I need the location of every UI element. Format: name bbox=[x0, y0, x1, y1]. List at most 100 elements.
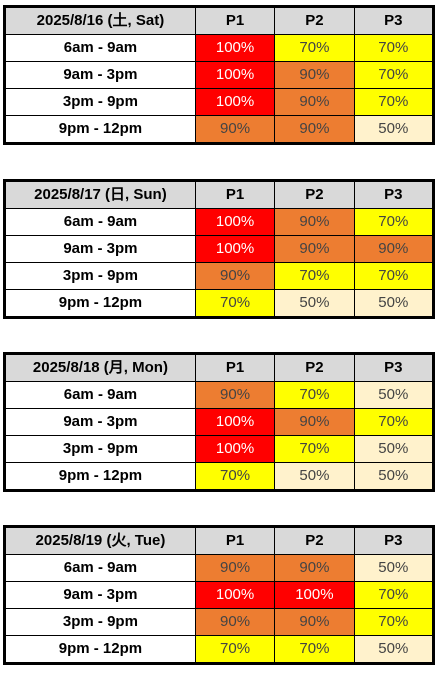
date-header: 2025/8/18 (月, Mon) bbox=[4, 353, 196, 382]
table-row: 6am - 9am 100% 90% 70% bbox=[4, 208, 435, 236]
column-header-p1: P1 bbox=[194, 353, 276, 382]
load-cell: 50% bbox=[353, 462, 435, 491]
table-row: 3pm - 9pm 100% 70% 50% bbox=[4, 435, 435, 463]
load-cell: 50% bbox=[353, 381, 435, 409]
date-header: 2025/8/19 (火, Tue) bbox=[4, 526, 196, 555]
load-cell: 90% bbox=[274, 88, 355, 116]
load-cell: 90% bbox=[194, 381, 276, 409]
header-row: 2025/8/16 (土, Sat) P1 P2 P3 bbox=[4, 6, 435, 35]
load-cell: 70% bbox=[194, 289, 276, 318]
day-table: 2025/8/17 (日, Sun) P1 P2 P3 6am - 9am 10… bbox=[3, 179, 435, 319]
load-cell: 90% bbox=[274, 208, 355, 236]
load-cell: 90% bbox=[274, 61, 355, 89]
column-header-p2: P2 bbox=[274, 180, 355, 209]
table-row: 6am - 9am 90% 70% 50% bbox=[4, 381, 435, 409]
day-table: 2025/8/16 (土, Sat) P1 P2 P3 6am - 9am 10… bbox=[3, 5, 435, 145]
column-header-p2: P2 bbox=[274, 526, 355, 555]
load-cell: 70% bbox=[353, 581, 435, 609]
time-slot: 6am - 9am bbox=[4, 381, 196, 409]
table-row: 9am - 3pm 100% 90% 90% bbox=[4, 235, 435, 263]
load-cell: 90% bbox=[274, 235, 355, 263]
time-slot: 3pm - 9pm bbox=[4, 88, 196, 116]
load-cell: 50% bbox=[353, 635, 435, 664]
load-cell: 90% bbox=[194, 262, 276, 290]
load-cell: 90% bbox=[274, 115, 355, 144]
date-header: 2025/8/16 (土, Sat) bbox=[4, 6, 196, 35]
load-cell: 70% bbox=[353, 61, 435, 89]
date-header: 2025/8/17 (日, Sun) bbox=[4, 180, 196, 209]
load-cell: 70% bbox=[353, 208, 435, 236]
load-cell: 90% bbox=[353, 235, 435, 263]
load-cell: 100% bbox=[194, 408, 276, 436]
header-row: 2025/8/17 (日, Sun) P1 P2 P3 bbox=[4, 180, 435, 209]
time-slot: 9am - 3pm bbox=[4, 581, 196, 609]
time-slot: 6am - 9am bbox=[4, 554, 196, 582]
load-cell: 90% bbox=[194, 115, 276, 144]
column-header-p3: P3 bbox=[353, 180, 435, 209]
table-row: 3pm - 9pm 100% 90% 70% bbox=[4, 88, 435, 116]
column-header-p1: P1 bbox=[194, 6, 276, 35]
table-row: 6am - 9am 100% 70% 70% bbox=[4, 34, 435, 62]
column-header-p2: P2 bbox=[274, 353, 355, 382]
table-row: 9pm - 12pm 90% 90% 50% bbox=[4, 115, 435, 144]
time-slot: 6am - 9am bbox=[4, 34, 196, 62]
column-header-p3: P3 bbox=[353, 353, 435, 382]
time-slot: 9pm - 12pm bbox=[4, 635, 196, 664]
load-cell: 70% bbox=[274, 381, 355, 409]
time-slot: 9am - 3pm bbox=[4, 408, 196, 436]
time-slot: 6am - 9am bbox=[4, 208, 196, 236]
load-cell: 50% bbox=[353, 115, 435, 144]
load-cell: 70% bbox=[194, 462, 276, 491]
load-cell: 100% bbox=[274, 581, 355, 609]
column-header-p3: P3 bbox=[353, 6, 435, 35]
table-row: 9am - 3pm 100% 100% 70% bbox=[4, 581, 435, 609]
load-cell: 50% bbox=[274, 289, 355, 318]
table-row: 9pm - 12pm 70% 70% 50% bbox=[4, 635, 435, 664]
load-cell: 100% bbox=[194, 208, 276, 236]
load-cell: 90% bbox=[194, 554, 276, 582]
time-slot: 9am - 3pm bbox=[4, 61, 196, 89]
table-row: 9am - 3pm 100% 90% 70% bbox=[4, 61, 435, 89]
load-cell: 70% bbox=[353, 608, 435, 636]
header-row: 2025/8/19 (火, Tue) P1 P2 P3 bbox=[4, 526, 435, 555]
load-cell: 70% bbox=[353, 88, 435, 116]
load-cell: 90% bbox=[274, 608, 355, 636]
load-cell: 70% bbox=[274, 262, 355, 290]
load-cell: 100% bbox=[194, 34, 276, 62]
load-cell: 90% bbox=[274, 408, 355, 436]
load-cell: 90% bbox=[274, 554, 355, 582]
load-cell: 70% bbox=[353, 408, 435, 436]
header-row: 2025/8/18 (月, Mon) P1 P2 P3 bbox=[4, 353, 435, 382]
load-cell: 70% bbox=[353, 262, 435, 290]
load-cell: 70% bbox=[353, 34, 435, 62]
load-cell: 50% bbox=[274, 462, 355, 491]
time-slot: 9pm - 12pm bbox=[4, 462, 196, 491]
load-cell: 100% bbox=[194, 61, 276, 89]
table-row: 9pm - 12pm 70% 50% 50% bbox=[4, 289, 435, 318]
column-header-p1: P1 bbox=[194, 526, 276, 555]
load-cell: 50% bbox=[353, 554, 435, 582]
load-cell: 70% bbox=[274, 635, 355, 664]
load-cell: 70% bbox=[274, 435, 355, 463]
load-cell: 100% bbox=[194, 581, 276, 609]
load-cell: 50% bbox=[353, 289, 435, 318]
column-header-p3: P3 bbox=[353, 526, 435, 555]
time-slot: 9am - 3pm bbox=[4, 235, 196, 263]
time-slot: 3pm - 9pm bbox=[4, 435, 196, 463]
column-header-p2: P2 bbox=[274, 6, 355, 35]
load-cell: 50% bbox=[353, 435, 435, 463]
column-header-p1: P1 bbox=[194, 180, 276, 209]
table-row: 6am - 9am 90% 90% 50% bbox=[4, 554, 435, 582]
load-cell: 70% bbox=[194, 635, 276, 664]
table-row: 9am - 3pm 100% 90% 70% bbox=[4, 408, 435, 436]
time-slot: 9pm - 12pm bbox=[4, 289, 196, 318]
time-slot: 3pm - 9pm bbox=[4, 262, 196, 290]
time-slot: 9pm - 12pm bbox=[4, 115, 196, 144]
load-cell: 70% bbox=[274, 34, 355, 62]
table-row: 3pm - 9pm 90% 70% 70% bbox=[4, 262, 435, 290]
table-row: 9pm - 12pm 70% 50% 50% bbox=[4, 462, 435, 491]
load-cell: 100% bbox=[194, 235, 276, 263]
load-cell: 100% bbox=[194, 88, 276, 116]
load-cell: 90% bbox=[194, 608, 276, 636]
day-table: 2025/8/19 (火, Tue) P1 P2 P3 6am - 9am 90… bbox=[3, 525, 435, 665]
